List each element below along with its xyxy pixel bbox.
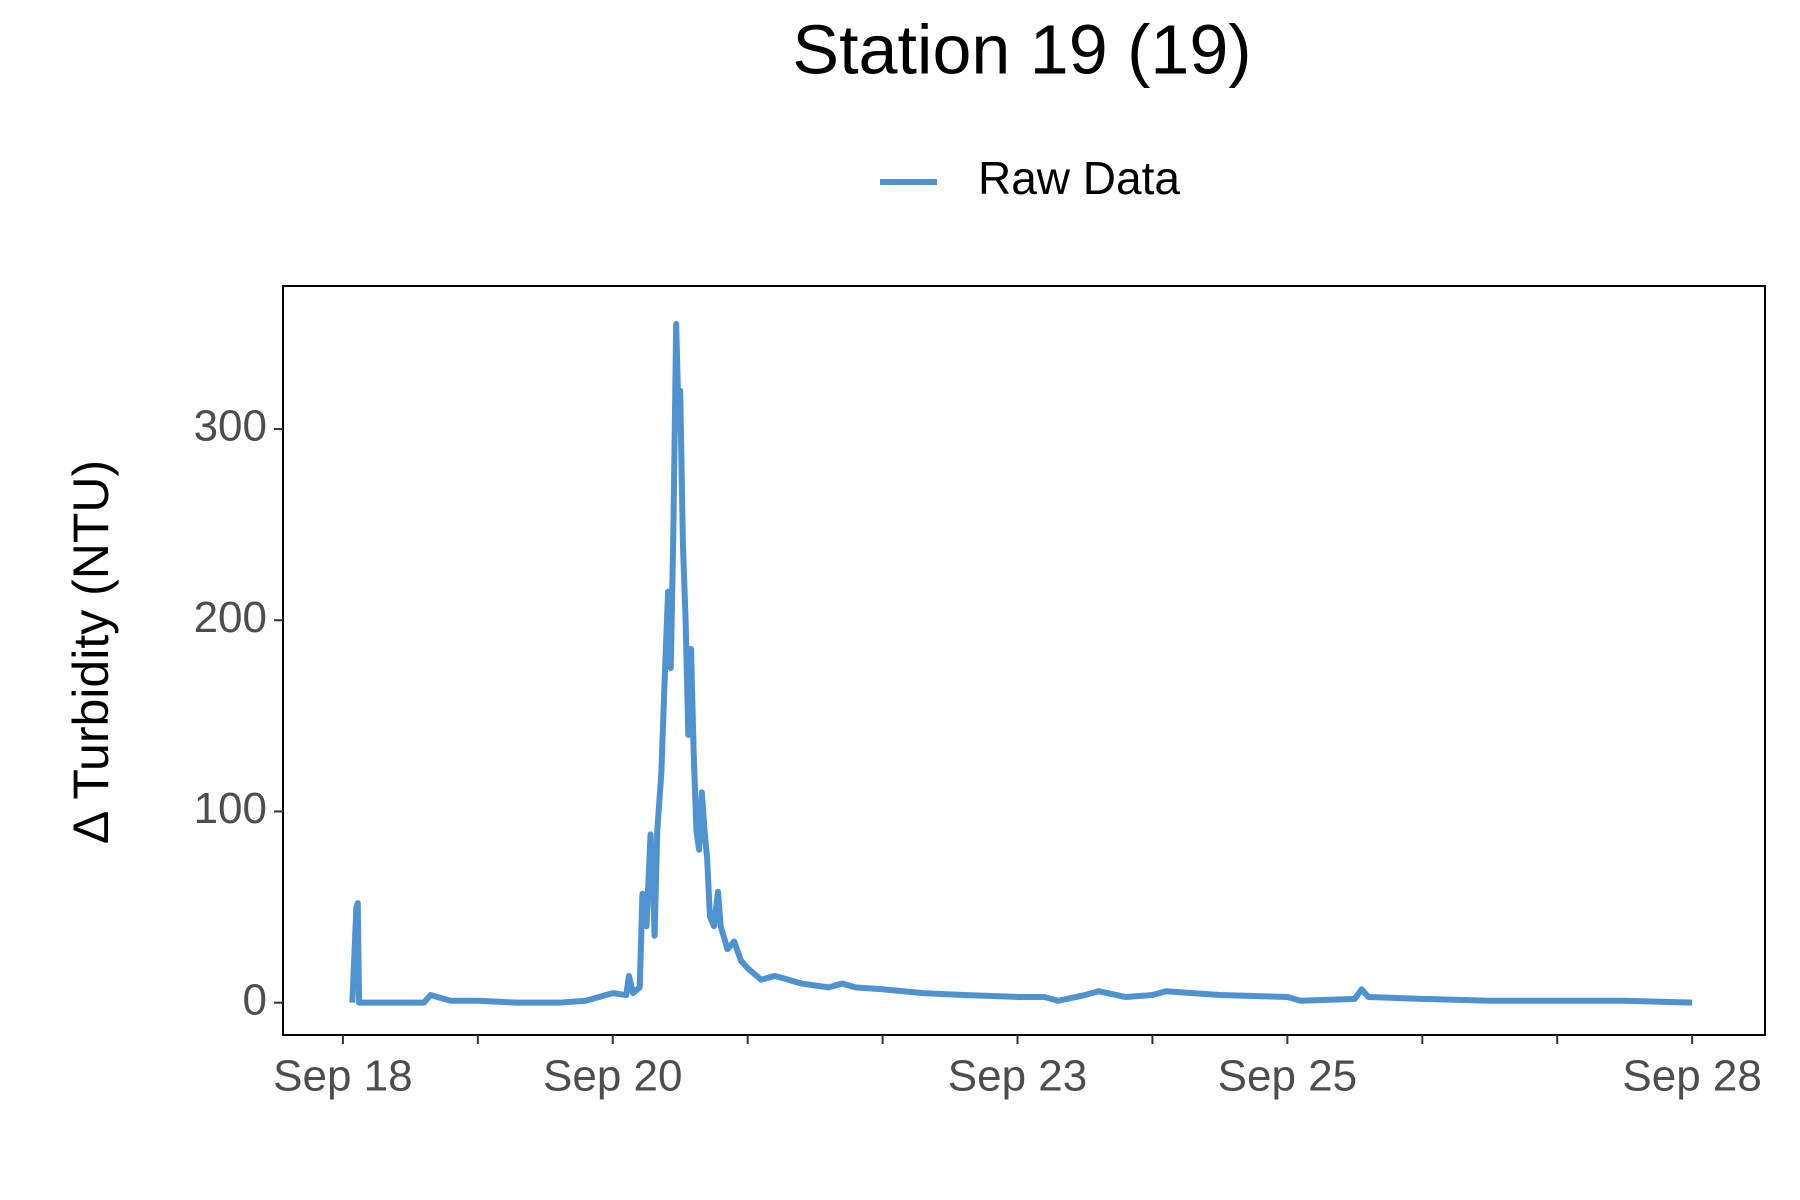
- x-tick-label: Sep 25: [1218, 1052, 1357, 1101]
- x-tick-label: Sep 18: [273, 1052, 412, 1101]
- y-axis-label: Δ Turbidity (NTU): [63, 460, 119, 844]
- x-tick-label: Sep 28: [1622, 1052, 1761, 1101]
- x-tick-label: Sep 23: [948, 1052, 1087, 1101]
- plot-frame: [282, 285, 1766, 1036]
- data-line: [349, 320, 1693, 1006]
- x-tick-label: Sep 20: [543, 1052, 682, 1101]
- y-tick-label: 300: [194, 402, 267, 451]
- y-tick-label: 0: [243, 975, 267, 1024]
- y-tick-label: 200: [194, 593, 267, 642]
- chart-title: Station 19 (19): [792, 10, 1251, 88]
- legend-label: Raw Data: [978, 152, 1180, 204]
- y-tick-label: 100: [194, 784, 267, 833]
